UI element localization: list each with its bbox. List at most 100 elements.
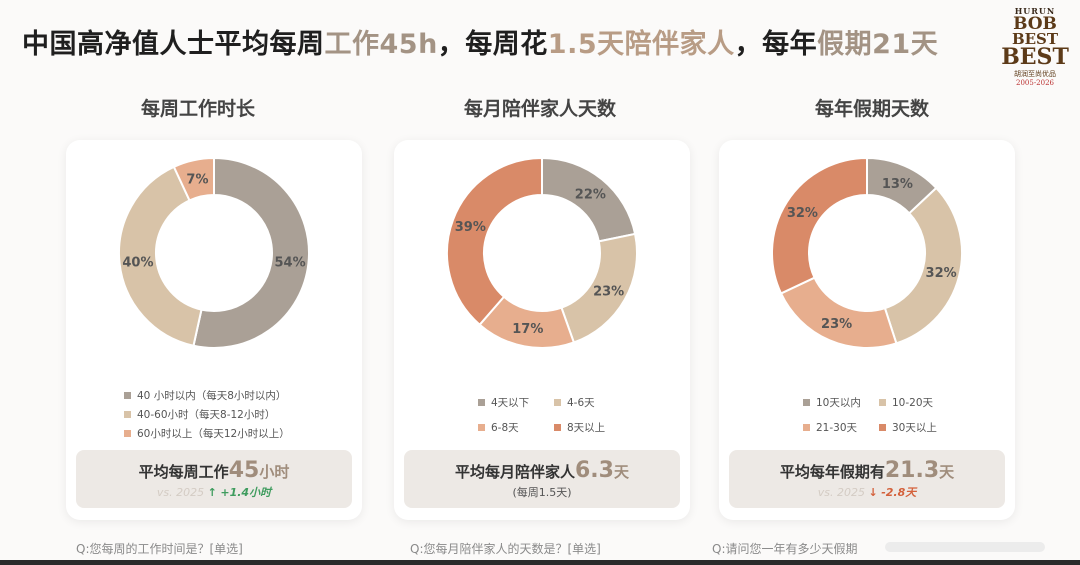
legend-label: 10天以内 (816, 397, 861, 409)
legend-item-2: 60小时以上（每天12小时以上） (124, 426, 290, 441)
legend-item-1: 40-60小时（每天8-12小时） (124, 407, 275, 422)
donut-label-3: 32% (787, 206, 818, 221)
legend-swatch (478, 423, 485, 431)
logo-line-2: BOB (1013, 14, 1057, 34)
legend-item-2: 21-30天 (803, 420, 857, 435)
legend-item-3: 30天以上 (879, 420, 937, 435)
legend-item-0: 4天以下 (478, 395, 529, 410)
legend-swatch (879, 423, 886, 431)
question-family-days: Q:您每月陪伴家人的天数是？[单选] (410, 542, 601, 556)
question-vacation-days: Q:请问您一年有多少天假期 (712, 542, 858, 556)
legend-swatch (554, 423, 561, 431)
up-arrow-icon: ↑ (207, 486, 217, 499)
donut-label-0: 54% (274, 255, 305, 270)
summary-vs-label: vs. 2025 (817, 486, 865, 499)
headline-part-3: ，每年 (734, 29, 818, 60)
legend-label: 4-6天 (567, 397, 595, 409)
chart-title-vacation-days: 每年假期天数 (814, 98, 929, 120)
legend-label: 10-20天 (892, 397, 934, 409)
summary-unit: 小时 (259, 463, 290, 481)
donut-slice-2 (779, 276, 898, 348)
legend-swatch (803, 398, 810, 406)
donut-chart-work-hours: 54% 40% 7% (119, 158, 309, 348)
legend-item-0: 10天以内 (803, 395, 861, 410)
donut-slice-1 (883, 186, 962, 345)
summary-vs-label: vs. 2025 (156, 486, 205, 499)
donut-label-3: 39% (455, 220, 486, 235)
summary-box-vacation-days: 平均每年假期有21.3天 vs. 2025 ↓ -2.8天 (729, 450, 1005, 508)
legend-item-3: 8天以上 (554, 420, 605, 435)
legend-label: 6-8天 (491, 422, 519, 434)
donut-label-2: 17% (512, 322, 543, 337)
chart-card-vacation-days: 13% 32% 23% 32% 10天以内 10-20天 21-30天 30天以上 平均每年… (719, 140, 1015, 520)
donut-slice-3 (772, 158, 868, 295)
legend-item-0: 40 小时以内（每天8小时以内） (124, 388, 286, 403)
summary-main: 平均每年假期有21.3天 (729, 458, 1005, 483)
summary-sub: vs. 2025 ↑ +1.4小时 (76, 484, 352, 500)
donut-label-1: 23% (593, 285, 624, 300)
summary-unit: 天 (939, 463, 955, 481)
legend-swatch (124, 429, 131, 437)
legend-label: 30天以上 (892, 422, 937, 434)
legend-swatch (124, 410, 131, 418)
logo-line-1: HURUN (1014, 6, 1056, 16)
logo-line-5: 胡润至尚优品 (1014, 70, 1056, 78)
summary-main: 平均每周工作45小时 (76, 458, 352, 483)
donut-label-2: 23% (821, 317, 852, 332)
chart-card-family-days: 22% 23% 17% 39% 4天以下 4-6天 6-8天 8天以上 平均每月陪伴家人6.… (394, 140, 690, 520)
summary-box-work-hours: 平均每周工作45小时 vs. 2025 ↑ +1.4小时 (76, 450, 352, 508)
donut-slice-0 (192, 158, 309, 348)
headline-highlight-work: 工作45h (324, 29, 438, 60)
summary-prefix: 平均每月陪伴家人 (454, 463, 575, 481)
legend-item-1: 4-6天 (554, 395, 595, 410)
chart-title-work-hours: 每周工作时长 (140, 98, 255, 120)
summary-value: 21.3 (884, 458, 940, 483)
donut-label-1: 32% (926, 266, 957, 281)
summary-value: 6.3 (575, 458, 614, 483)
legend-label: 8天以上 (567, 422, 606, 434)
summary-sub: vs. 2025 ↓ -2.8天 (729, 484, 1005, 500)
donut-slice-2 (172, 158, 215, 202)
summary-sub: (每周1.5天) (512, 486, 572, 499)
headline-part-2: ，每周花 (437, 29, 548, 60)
question-work-hours: Q:您每周的工作时间是？[单选] (76, 542, 243, 556)
headline-highlight-vacation: 假期21天 (817, 29, 939, 60)
summary-delta: +1.4小时 (220, 486, 272, 499)
logo-line-4: BEST (1001, 44, 1069, 70)
donut-slice-3 (447, 158, 543, 327)
summary-prefix: 平均每年假期有 (779, 463, 885, 481)
legend-item-1: 10-20天 (879, 395, 933, 410)
donut-label-0: 13% (882, 177, 913, 192)
legend-swatch (803, 423, 810, 431)
bottom-edge-bar (0, 560, 1080, 565)
hurun-best-of-best-logo: HURUN BOB BEST BEST 胡润至尚优品 2005-2026 (1000, 6, 1070, 98)
legend-swatch (879, 398, 886, 406)
summary-unit: 天 (613, 463, 629, 481)
legend-label: 60小时以上（每天12小时以上） (137, 428, 290, 440)
logo-line-3: BEST (1011, 30, 1059, 48)
legend-swatch (478, 398, 485, 406)
donut-label-1: 40% (122, 255, 153, 270)
legend-swatch (124, 391, 131, 399)
summary-delta: -2.8天 (881, 486, 917, 499)
chart-title-family-days: 每月陪伴家人天数 (463, 98, 616, 120)
chart-card-work-hours: 54% 40% 7% 40 小时以内（每天8小时以内） 40-60小时（每天8-12小… (66, 140, 362, 520)
logo-line-6: 2005-2026 (1016, 79, 1054, 87)
summary-value: 45 (228, 458, 260, 483)
legend-label: 4天以下 (491, 397, 530, 409)
summary-main: 平均每月陪伴家人6.3天 (404, 458, 680, 483)
headline-highlight-family: 1.5天陪伴家人 (547, 29, 735, 60)
donut-chart-family-days: 22% 23% 17% 39% (447, 158, 637, 348)
legend-label: 40-60小时（每天8-12小时） (137, 409, 276, 421)
legend-label: 40 小时以内（每天8小时以内） (137, 390, 287, 402)
legend-swatch (554, 398, 561, 406)
blurred-overlay (885, 542, 1045, 552)
page-headline: 中国高净值人士平均每周工作45h，每周花1.5天陪伴家人，每年假期21天 (22, 22, 938, 61)
summary-prefix: 平均每周工作 (138, 463, 229, 481)
headline-part-1: 中国高净值人士平均每周 (22, 29, 325, 60)
legend-item-2: 6-8天 (478, 420, 519, 435)
legend-label: 21-30天 (816, 422, 858, 434)
donut-label-2: 7% (186, 172, 208, 187)
donut-label-0: 22% (575, 188, 606, 203)
donut-chart-vacation-days: 13% 32% 23% 32% (772, 158, 962, 348)
